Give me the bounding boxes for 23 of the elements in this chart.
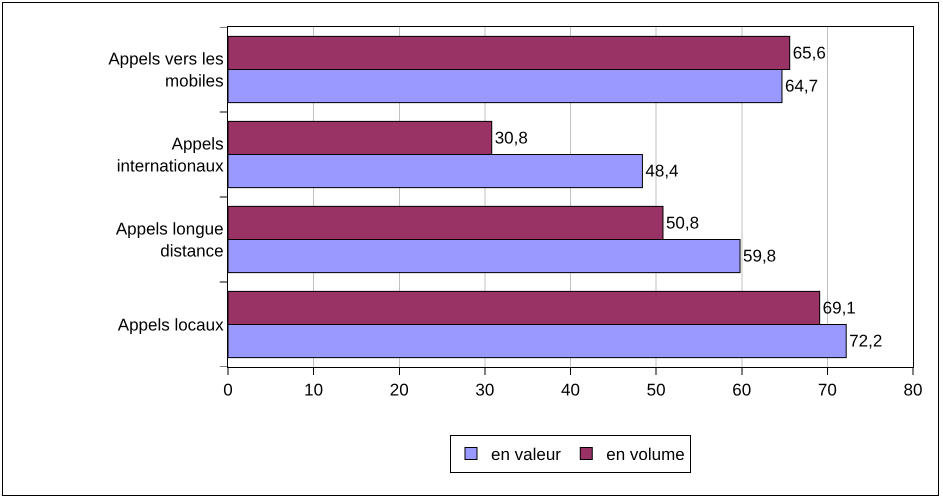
data-label: 59,8 xyxy=(743,246,776,266)
x-tick-label: 80 xyxy=(904,380,922,400)
x-tick-label: 40 xyxy=(561,380,580,400)
y-tick-label: Appels vers les mobiles xyxy=(108,49,224,90)
legend-label: en volume xyxy=(606,445,685,464)
x-tick-label: 50 xyxy=(646,380,666,400)
x-tick-label: 60 xyxy=(732,380,752,400)
x-tick-label: 20 xyxy=(390,380,409,400)
data-label: 50,8 xyxy=(666,213,700,232)
x-tick-label: 30 xyxy=(475,380,494,400)
y-tick-label: Appels locaux xyxy=(118,315,224,334)
x-tick-label: 10 xyxy=(304,380,324,400)
data-label: 48,4 xyxy=(645,162,679,181)
x-tick-label: 0 xyxy=(223,380,233,400)
legend-label: en valeur xyxy=(491,445,562,464)
data-label: 72,2 xyxy=(849,332,882,351)
y-tick-label: Appels internationaux xyxy=(116,134,224,176)
data-label: 30,8 xyxy=(494,128,528,148)
data-label: 69,1 xyxy=(822,298,856,318)
data-label: 65,6 xyxy=(792,43,826,62)
x-tick-label: 70 xyxy=(818,380,837,400)
y-tick-label: Appels longue distance xyxy=(116,219,224,260)
data-label: 64,7 xyxy=(784,76,818,96)
